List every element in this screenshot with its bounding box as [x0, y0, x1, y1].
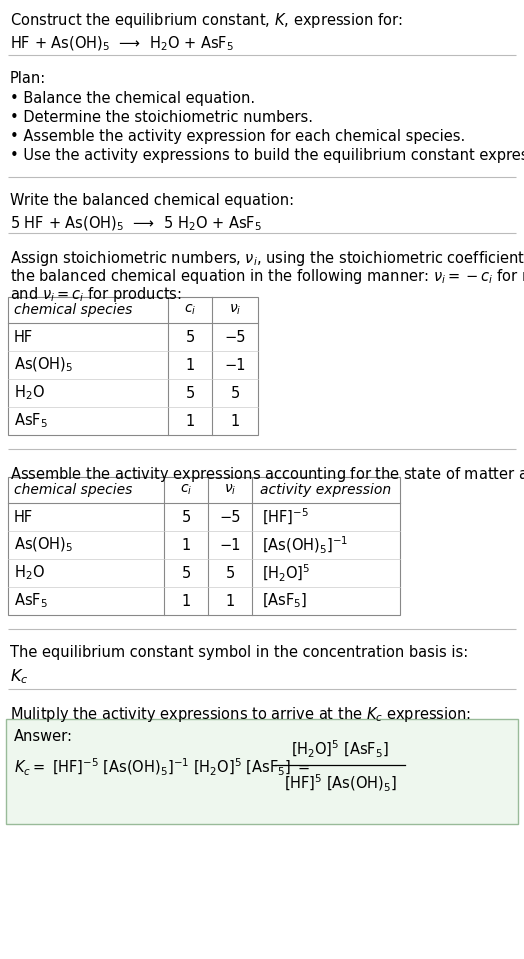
Text: 5: 5 [185, 386, 194, 401]
Text: 5: 5 [185, 330, 194, 344]
Text: HF + As(OH)$_5$  ⟶  H$_2$O + AsF$_5$: HF + As(OH)$_5$ ⟶ H$_2$O + AsF$_5$ [10, 35, 234, 54]
Text: [H$_2$O]$^5$: [H$_2$O]$^5$ [262, 562, 310, 583]
Text: As(OH)$_5$: As(OH)$_5$ [14, 536, 73, 554]
Text: activity expression: activity expression [260, 483, 391, 497]
Text: [As(OH)$_5$]$^{-1}$: [As(OH)$_5$]$^{-1}$ [262, 534, 348, 555]
Text: 1: 1 [231, 413, 239, 429]
Text: AsF$_5$: AsF$_5$ [14, 411, 48, 431]
Text: −1: −1 [219, 537, 241, 552]
Text: [H$_2$O]$^5$ [AsF$_5$]: [H$_2$O]$^5$ [AsF$_5$] [291, 738, 389, 760]
Text: 1: 1 [185, 413, 194, 429]
Text: $\nu_i$: $\nu_i$ [224, 482, 236, 497]
Text: −5: −5 [219, 509, 241, 525]
Text: and $\nu_i = c_i$ for products:: and $\nu_i = c_i$ for products: [10, 285, 182, 304]
Text: • Use the activity expressions to build the equilibrium constant expression.: • Use the activity expressions to build … [10, 148, 524, 163]
Text: The equilibrium constant symbol in the concentration basis is:: The equilibrium constant symbol in the c… [10, 645, 468, 660]
Text: the balanced chemical equation in the following manner: $\nu_i = -c_i$ for react: the balanced chemical equation in the fo… [10, 267, 524, 286]
Text: [HF]$^5$ [As(OH)$_5$]: [HF]$^5$ [As(OH)$_5$] [283, 772, 397, 793]
Text: Assign stoichiometric numbers, $\nu_i$, using the stoichiometric coefficients, $: Assign stoichiometric numbers, $\nu_i$, … [10, 249, 524, 268]
Text: [AsF$_5$]: [AsF$_5$] [262, 592, 308, 610]
Text: [HF]$^{-5}$: [HF]$^{-5}$ [262, 507, 309, 527]
Text: $c_i$: $c_i$ [184, 303, 196, 317]
Text: Assemble the activity expressions accounting for the state of matter and $\nu_i$: Assemble the activity expressions accoun… [10, 465, 524, 484]
Text: chemical species: chemical species [14, 483, 133, 497]
Text: Plan:: Plan: [10, 71, 46, 86]
Bar [8, 297, 258, 435]
Bar [8, 477, 400, 615]
Text: 5: 5 [225, 566, 235, 580]
Text: • Determine the stoichiometric numbers.: • Determine the stoichiometric numbers. [10, 110, 313, 125]
Text: Mulitply the activity expressions to arrive at the $K_c$ expression:: Mulitply the activity expressions to arr… [10, 705, 471, 724]
Text: $K_c$: $K_c$ [10, 667, 28, 686]
FancyBboxPatch shape [6, 719, 518, 824]
Text: H$_2$O: H$_2$O [14, 384, 45, 403]
Text: $K_c = $ [HF]$^{-5}$ [As(OH)$_5$]$^{-1}$ [H$_2$O]$^5$ [AsF$_5$] $=$: $K_c = $ [HF]$^{-5}$ [As(OH)$_5$]$^{-1}$… [14, 757, 310, 778]
Text: 1: 1 [185, 358, 194, 372]
Text: 1: 1 [225, 594, 235, 609]
Text: −1: −1 [224, 358, 246, 372]
Text: −5: −5 [224, 330, 246, 344]
Text: 5: 5 [231, 386, 239, 401]
Text: 5: 5 [181, 509, 191, 525]
Text: • Balance the chemical equation.: • Balance the chemical equation. [10, 91, 255, 106]
Text: H$_2$O: H$_2$O [14, 564, 45, 582]
Text: As(OH)$_5$: As(OH)$_5$ [14, 356, 73, 374]
Text: 1: 1 [181, 594, 191, 609]
Text: AsF$_5$: AsF$_5$ [14, 592, 48, 610]
Text: • Assemble the activity expression for each chemical species.: • Assemble the activity expression for e… [10, 129, 465, 144]
Text: $c_i$: $c_i$ [180, 482, 192, 497]
Text: 5 HF + As(OH)$_5$  ⟶  5 H$_2$O + AsF$_5$: 5 HF + As(OH)$_5$ ⟶ 5 H$_2$O + AsF$_5$ [10, 215, 262, 233]
Text: chemical species: chemical species [14, 303, 133, 317]
Text: Answer:: Answer: [14, 729, 73, 744]
Text: Construct the equilibrium constant, $K$, expression for:: Construct the equilibrium constant, $K$,… [10, 11, 402, 30]
Text: 1: 1 [181, 537, 191, 552]
Text: HF: HF [14, 330, 33, 344]
Text: Write the balanced chemical equation:: Write the balanced chemical equation: [10, 193, 294, 208]
Text: HF: HF [14, 509, 33, 525]
Text: 5: 5 [181, 566, 191, 580]
Text: $\nu_i$: $\nu_i$ [229, 303, 241, 317]
